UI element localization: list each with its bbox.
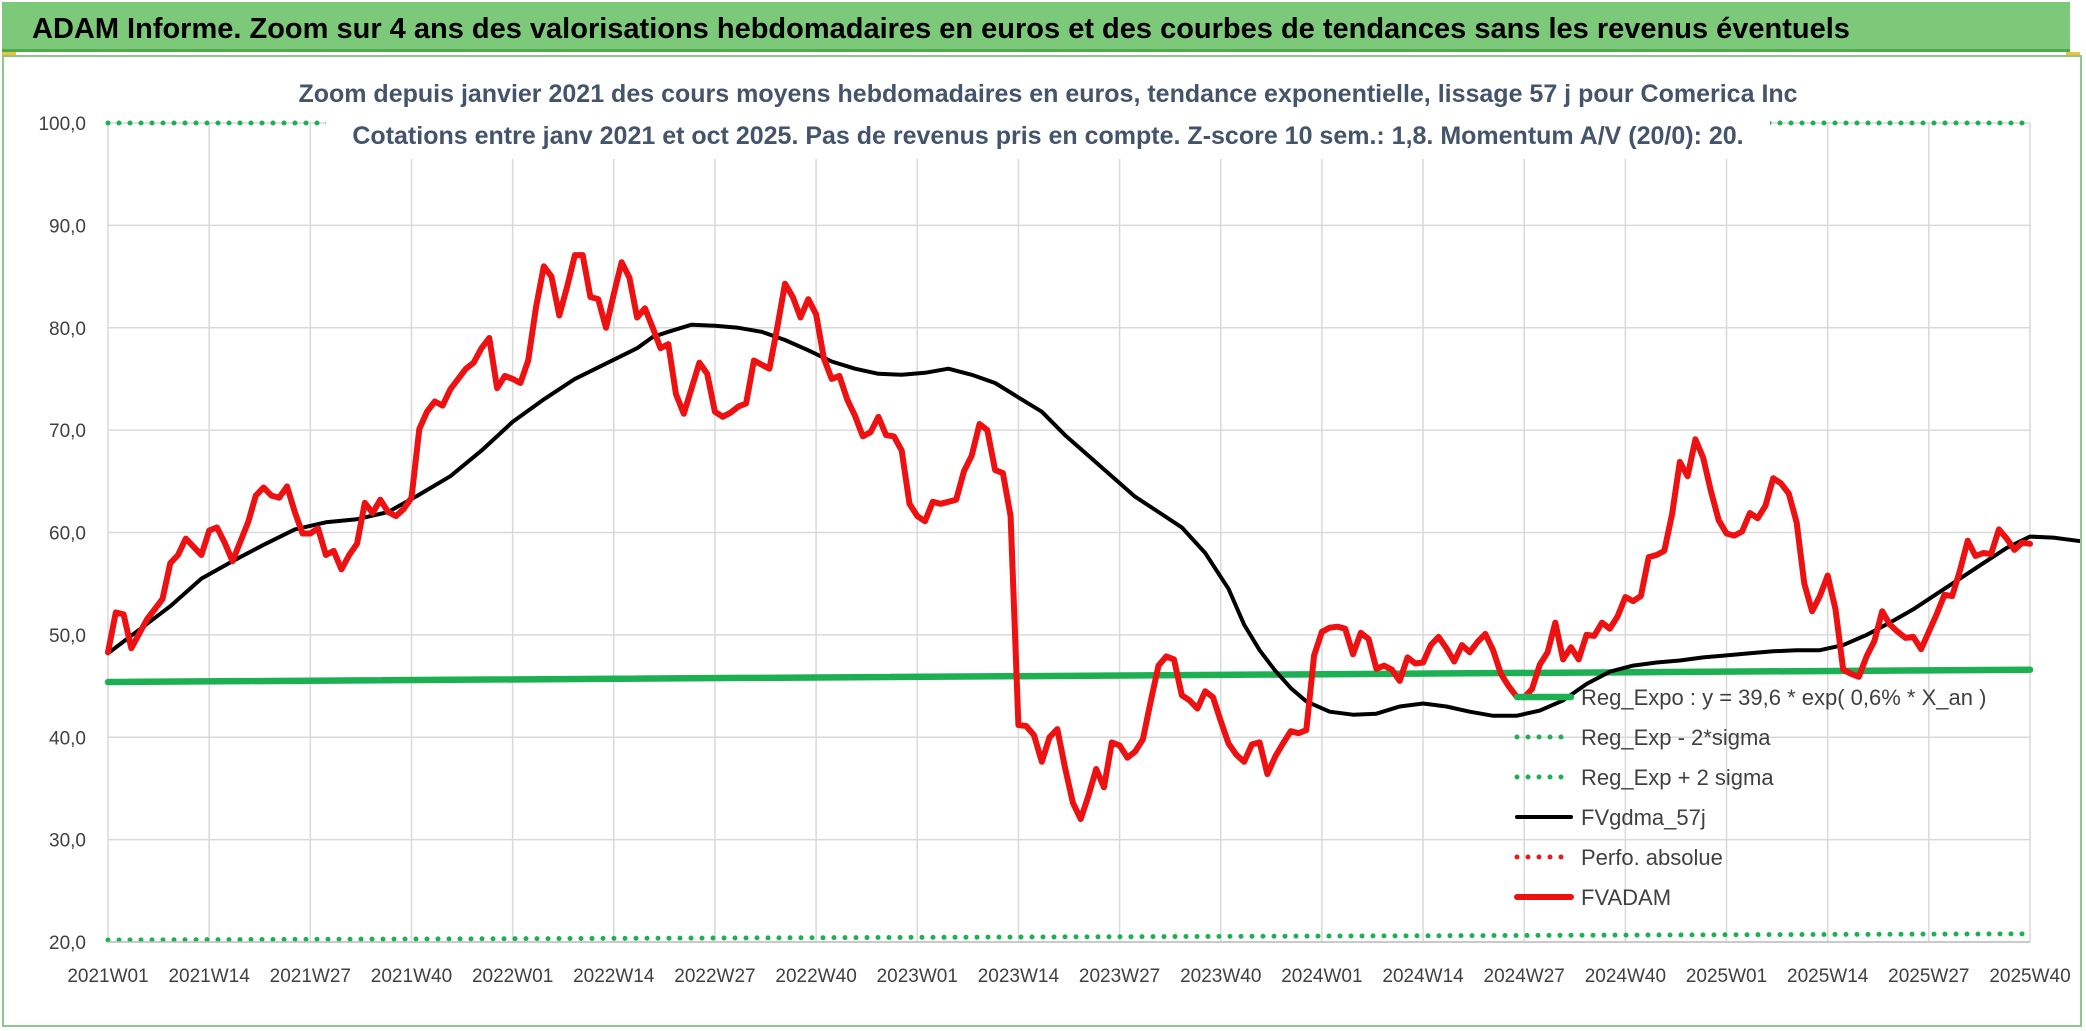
x-tick-label: 2022W14 xyxy=(573,966,655,987)
chart-area: 20,0 30,0 40,0 50,0 60,0 70,0 80,0 90,0 100,0 202… xyxy=(2,55,2082,1027)
legend-label: Reg_Exp + 2 sigma xyxy=(1581,765,1774,790)
y-tick-label: 100,0 xyxy=(38,114,86,135)
x-tick-label: 2025W01 xyxy=(1686,966,1767,987)
x-tick-label: 2024W40 xyxy=(1585,966,1666,987)
corner-mark-left xyxy=(2,52,16,56)
y-tick-label: 50,0 xyxy=(49,626,86,647)
chart-title: Zoom depuis janvier 2021 des cours moyen… xyxy=(298,80,1797,108)
legend-label: Perfo. absolue xyxy=(1581,845,1723,870)
legend-label: FVgdma_57j xyxy=(1581,805,1706,830)
x-tick-label: 2021W01 xyxy=(67,966,148,987)
series-line-reg_exp xyxy=(105,931,2033,943)
y-tick-label: 20,0 xyxy=(49,933,86,954)
series-line-reg_expo xyxy=(104,666,2034,686)
x-tick-label: 2022W01 xyxy=(472,966,553,987)
legend-label: Reg_Exp - 2*sigma xyxy=(1581,725,1771,750)
x-tick-label: 2022W40 xyxy=(775,966,856,987)
legend-label: Reg_Expo : y = 39,6 * exp( 0,6% * X_an ) xyxy=(1581,685,1986,710)
chart-subtitle: Cotations entre janv 2021 et oct 2025. P… xyxy=(352,122,1743,150)
title-backdrop xyxy=(326,67,1770,159)
x-tick-label: 2023W40 xyxy=(1180,966,1261,987)
y-tick-label: 60,0 xyxy=(49,524,86,545)
report-banner-title: ADAM Informe. Zoom sur 4 ans des valoris… xyxy=(2,2,2070,52)
x-tick-label: 2023W14 xyxy=(978,966,1060,987)
corner-mark-right xyxy=(2066,52,2080,56)
legend: Reg_Expo : y = 39,6 * exp( 0,6% * X_an )… xyxy=(1513,685,1986,910)
x-tick-label: 2021W27 xyxy=(270,966,351,987)
x-tick-label: 2021W40 xyxy=(371,966,452,987)
x-tick-label: 2024W14 xyxy=(1382,966,1464,987)
x-tick-label: 2022W27 xyxy=(674,966,755,987)
line-chart: 20,0 30,0 40,0 50,0 60,0 70,0 80,0 90,0 100,0 202… xyxy=(38,67,2080,987)
x-tick-label: 2024W27 xyxy=(1484,966,1565,987)
legend-label: FVADAM xyxy=(1581,885,1671,910)
series-line-fvadam xyxy=(105,252,2033,823)
y-tick-label: 40,0 xyxy=(49,728,86,749)
y-tick-label: 80,0 xyxy=(49,319,86,340)
x-tick-label: 2021W14 xyxy=(168,966,250,987)
title-layer: Zoom depuis janvier 2021 des cours moyen… xyxy=(298,80,1797,150)
x-tick-label: 2023W27 xyxy=(1079,966,1160,987)
x-tick-label: 2025W27 xyxy=(1888,966,1969,987)
series-line-fvgdma_57j xyxy=(106,322,2080,718)
x-tick-label: 2023W01 xyxy=(877,966,958,987)
y-tick-label: 90,0 xyxy=(49,216,86,237)
y-tick-label: 30,0 xyxy=(49,831,86,852)
x-tick-label: 2025W14 xyxy=(1787,966,1869,987)
y-tick-label: 70,0 xyxy=(49,421,86,442)
x-tick-label: 2024W01 xyxy=(1281,966,1362,987)
x-tick-label: 2025W40 xyxy=(1989,966,2070,987)
axis-layer: 20,0 30,0 40,0 50,0 60,0 70,0 80,0 90,0 100,0 202… xyxy=(38,114,2070,987)
series-layer xyxy=(104,67,2080,943)
